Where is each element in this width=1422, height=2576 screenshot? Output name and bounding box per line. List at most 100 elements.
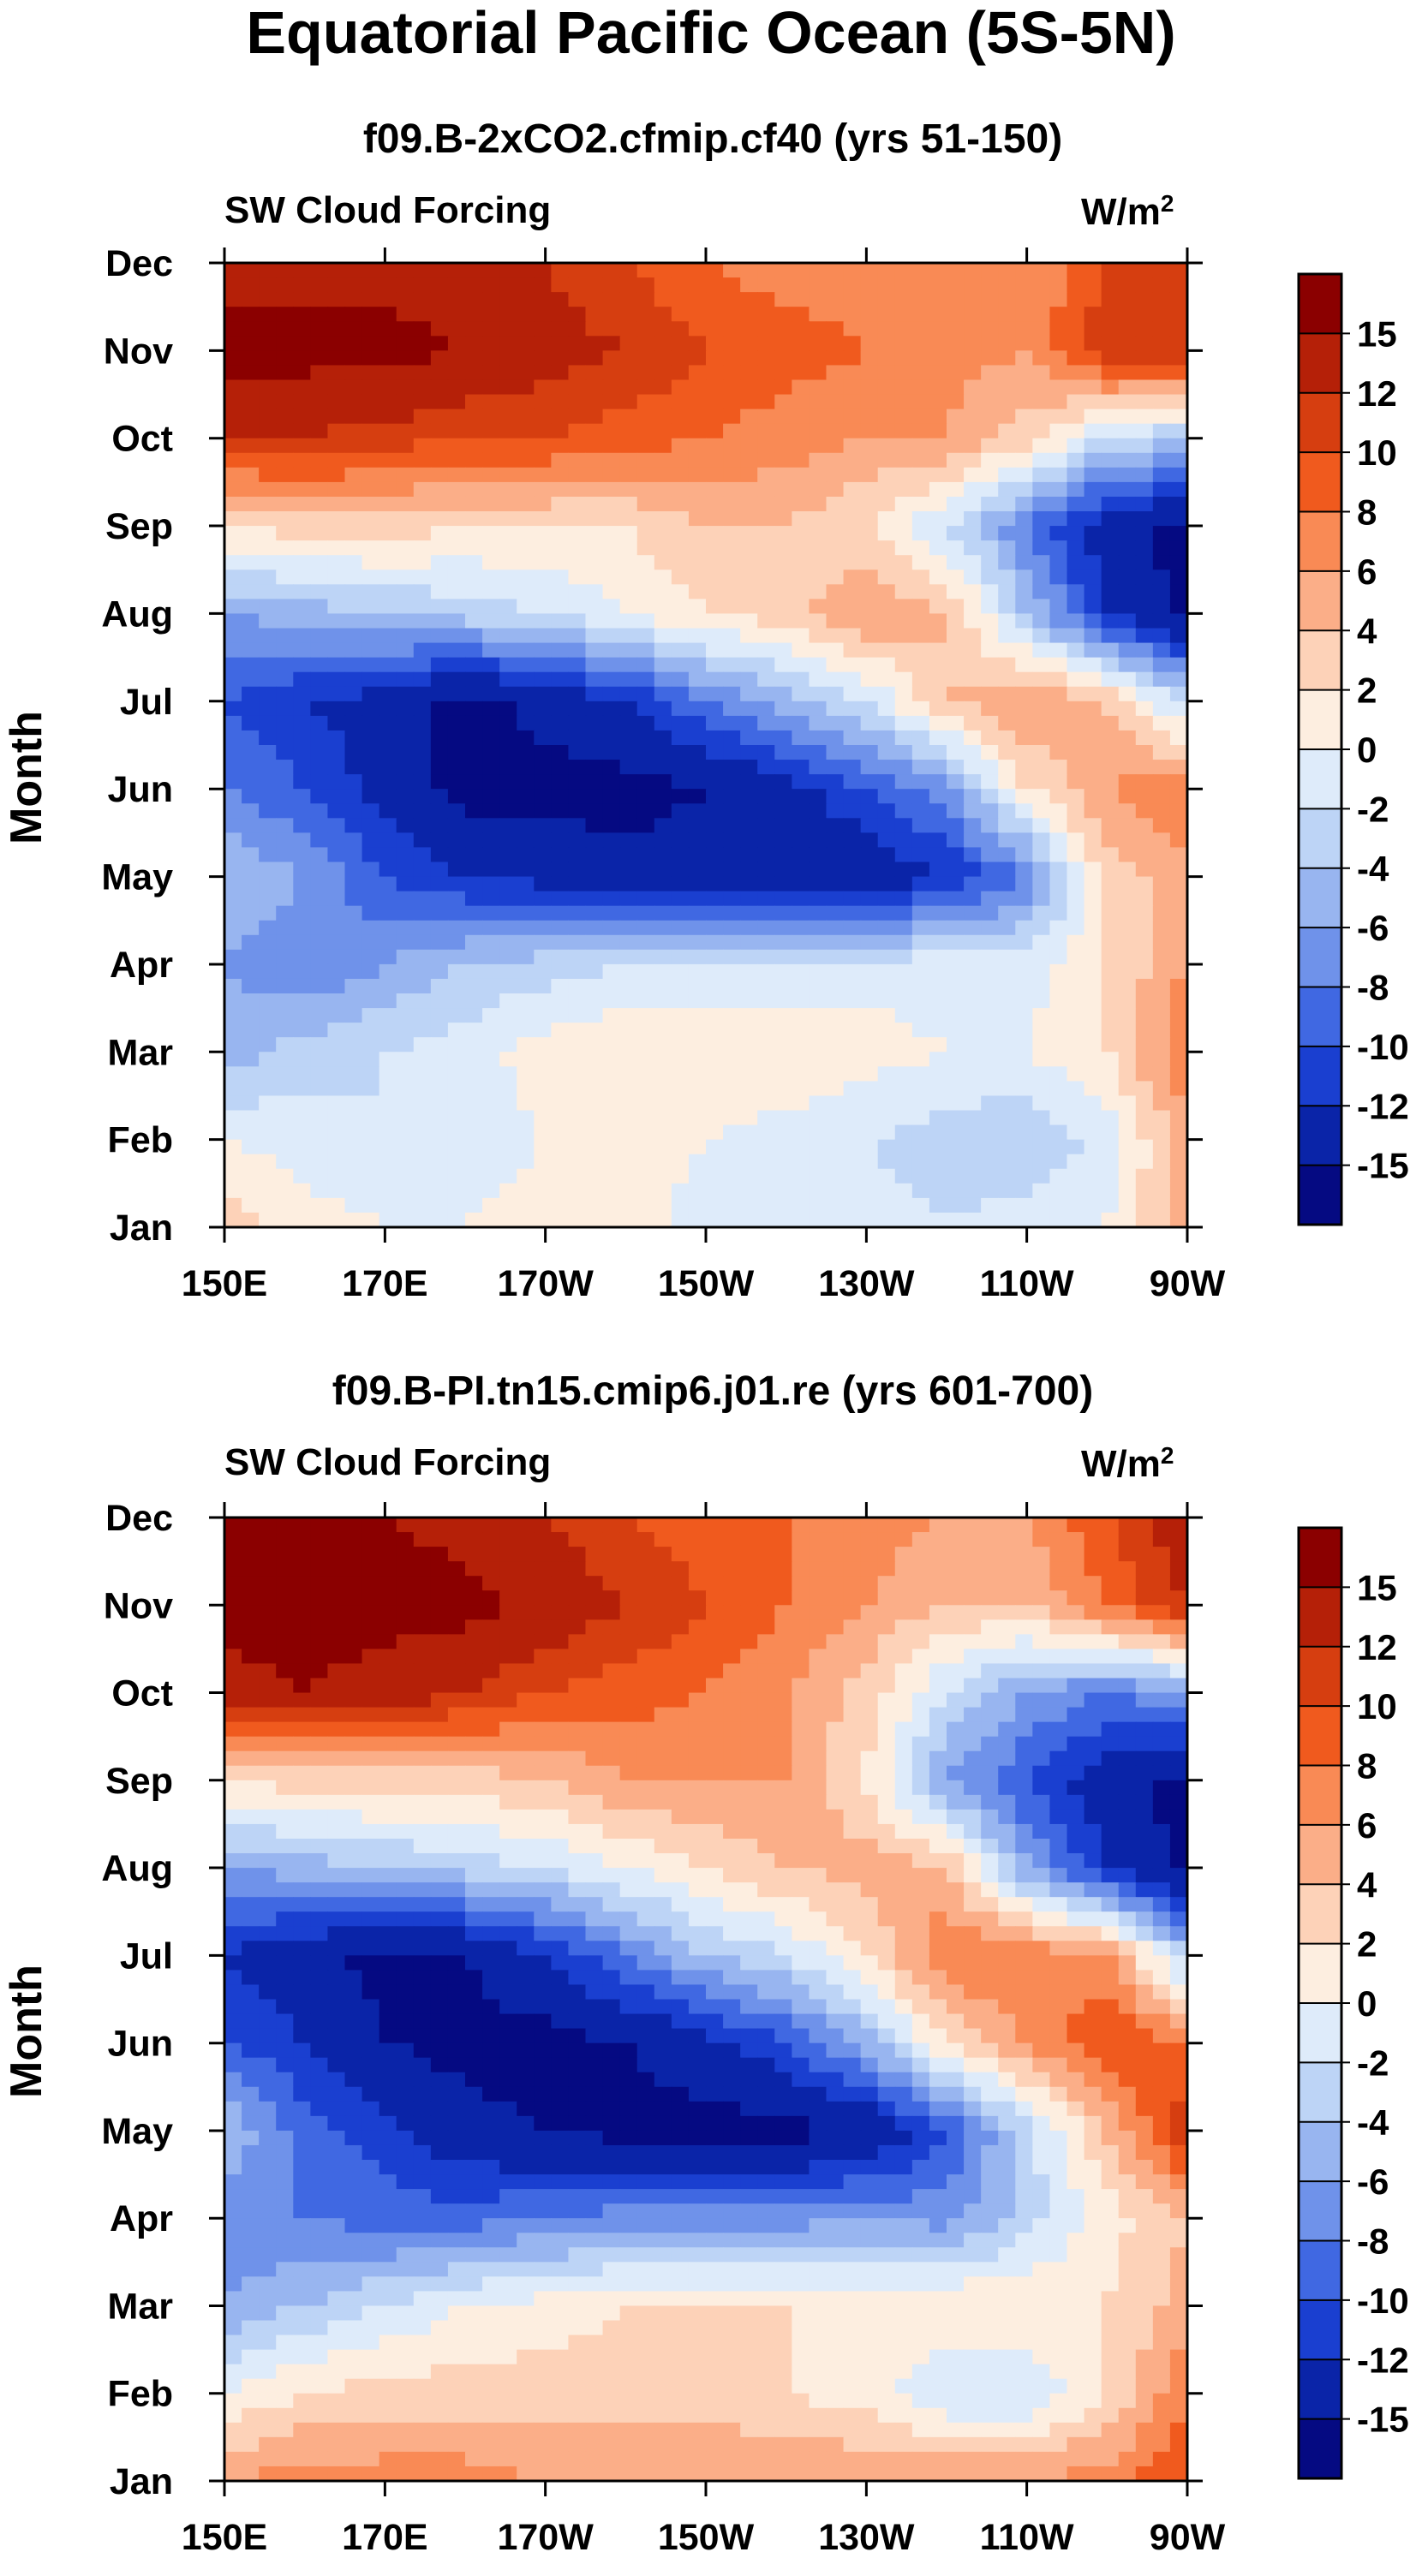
field-cell <box>757 1649 775 1665</box>
field-cell <box>310 1561 329 1577</box>
field-cell <box>568 876 587 892</box>
field-cell <box>1118 949 1137 965</box>
field-cell <box>929 1532 947 1547</box>
field-cell <box>877 1794 896 1810</box>
field-cell <box>534 423 552 439</box>
field-cell <box>843 657 862 673</box>
field-cell <box>671 1721 690 1738</box>
field-cell <box>534 832 552 849</box>
field-cell <box>964 394 982 410</box>
field-cell <box>774 963 792 980</box>
field-cell <box>602 1634 621 1650</box>
field-cell <box>843 1110 862 1126</box>
field-cell <box>688 715 707 731</box>
field-cell <box>1084 628 1102 644</box>
field-cell <box>293 920 311 936</box>
field-cell <box>636 1794 655 1810</box>
field-cell <box>534 1663 552 1679</box>
field-cell <box>396 803 415 819</box>
field-cell <box>551 1008 570 1023</box>
field-cell <box>688 599 707 615</box>
field-cell <box>792 978 810 994</box>
field-cell <box>327 1110 346 1126</box>
field-cell <box>981 1649 999 1665</box>
field-cell <box>929 423 947 439</box>
field-cell <box>757 394 775 410</box>
field-cell <box>947 584 965 599</box>
field-cell <box>809 1183 828 1199</box>
field-cell <box>740 774 758 790</box>
field-cell <box>517 1154 535 1170</box>
field-cell <box>568 1052 587 1067</box>
field-cell <box>499 438 517 454</box>
field-cell <box>551 1750 570 1767</box>
field-cell <box>430 1095 449 1112</box>
field-cell <box>894 832 913 849</box>
field-cell <box>1152 1809 1171 1825</box>
field-cell <box>1118 760 1137 775</box>
field-cell <box>396 876 415 892</box>
field-cell <box>379 569 397 585</box>
field-cell <box>517 862 535 878</box>
field-cell <box>327 1197 346 1213</box>
field-cell <box>344 1634 363 1650</box>
field-cell <box>602 1532 621 1547</box>
field-cell <box>1032 920 1051 936</box>
field-cell <box>929 365 947 381</box>
field-cell <box>911 1721 930 1738</box>
field-cell <box>1101 993 1120 1009</box>
field-cell <box>757 760 775 775</box>
field-cell <box>259 321 277 337</box>
field-cell <box>757 876 775 892</box>
field-cell <box>1135 657 1154 673</box>
field-cell <box>1084 745 1102 760</box>
field-cell <box>379 1809 397 1825</box>
field-cell <box>602 1212 621 1228</box>
field-cell <box>242 760 260 775</box>
field-cell <box>310 847 329 863</box>
field-cell <box>482 1765 500 1781</box>
field-cell <box>981 920 999 936</box>
field-cell <box>293 818 311 833</box>
field-cell <box>413 496 432 512</box>
field-cell <box>1152 394 1171 410</box>
field-cell <box>894 1037 913 1052</box>
field-cell <box>1118 1139 1137 1155</box>
field-cell <box>947 686 965 702</box>
field-cell <box>517 307 535 322</box>
field-cell <box>740 862 758 878</box>
field-cell <box>740 715 758 731</box>
field-cell <box>447 263 466 278</box>
field-cell <box>1084 934 1102 951</box>
field-cell <box>242 1576 260 1591</box>
field-cell <box>259 934 277 951</box>
field-cell <box>361 394 380 410</box>
field-cell <box>671 701 690 717</box>
field-cell <box>964 1765 982 1781</box>
field-cell <box>619 1809 638 1825</box>
field-cell <box>688 730 707 746</box>
field-cell <box>259 1110 277 1126</box>
field-cell <box>894 394 913 410</box>
field-cell <box>430 657 449 673</box>
field-cell <box>1084 1678 1102 1694</box>
field-cell <box>361 1605 380 1620</box>
field-cell <box>826 1736 845 1752</box>
field-cell <box>447 1634 466 1650</box>
field-cell <box>585 642 604 659</box>
field-cell <box>534 686 552 702</box>
field-cell <box>774 511 792 527</box>
field-cell <box>654 730 672 746</box>
field-cell <box>1169 1809 1188 1825</box>
field-cell <box>499 730 517 746</box>
field-cell <box>826 526 845 541</box>
field-cell <box>1032 657 1051 673</box>
field-cell <box>1118 891 1137 907</box>
field-cell <box>929 628 947 644</box>
field-cell <box>740 569 758 585</box>
field-cell <box>224 628 242 644</box>
field-cell <box>1169 774 1188 790</box>
field-cell <box>894 526 913 541</box>
field-cell <box>723 438 741 454</box>
field-cell <box>740 789 758 804</box>
